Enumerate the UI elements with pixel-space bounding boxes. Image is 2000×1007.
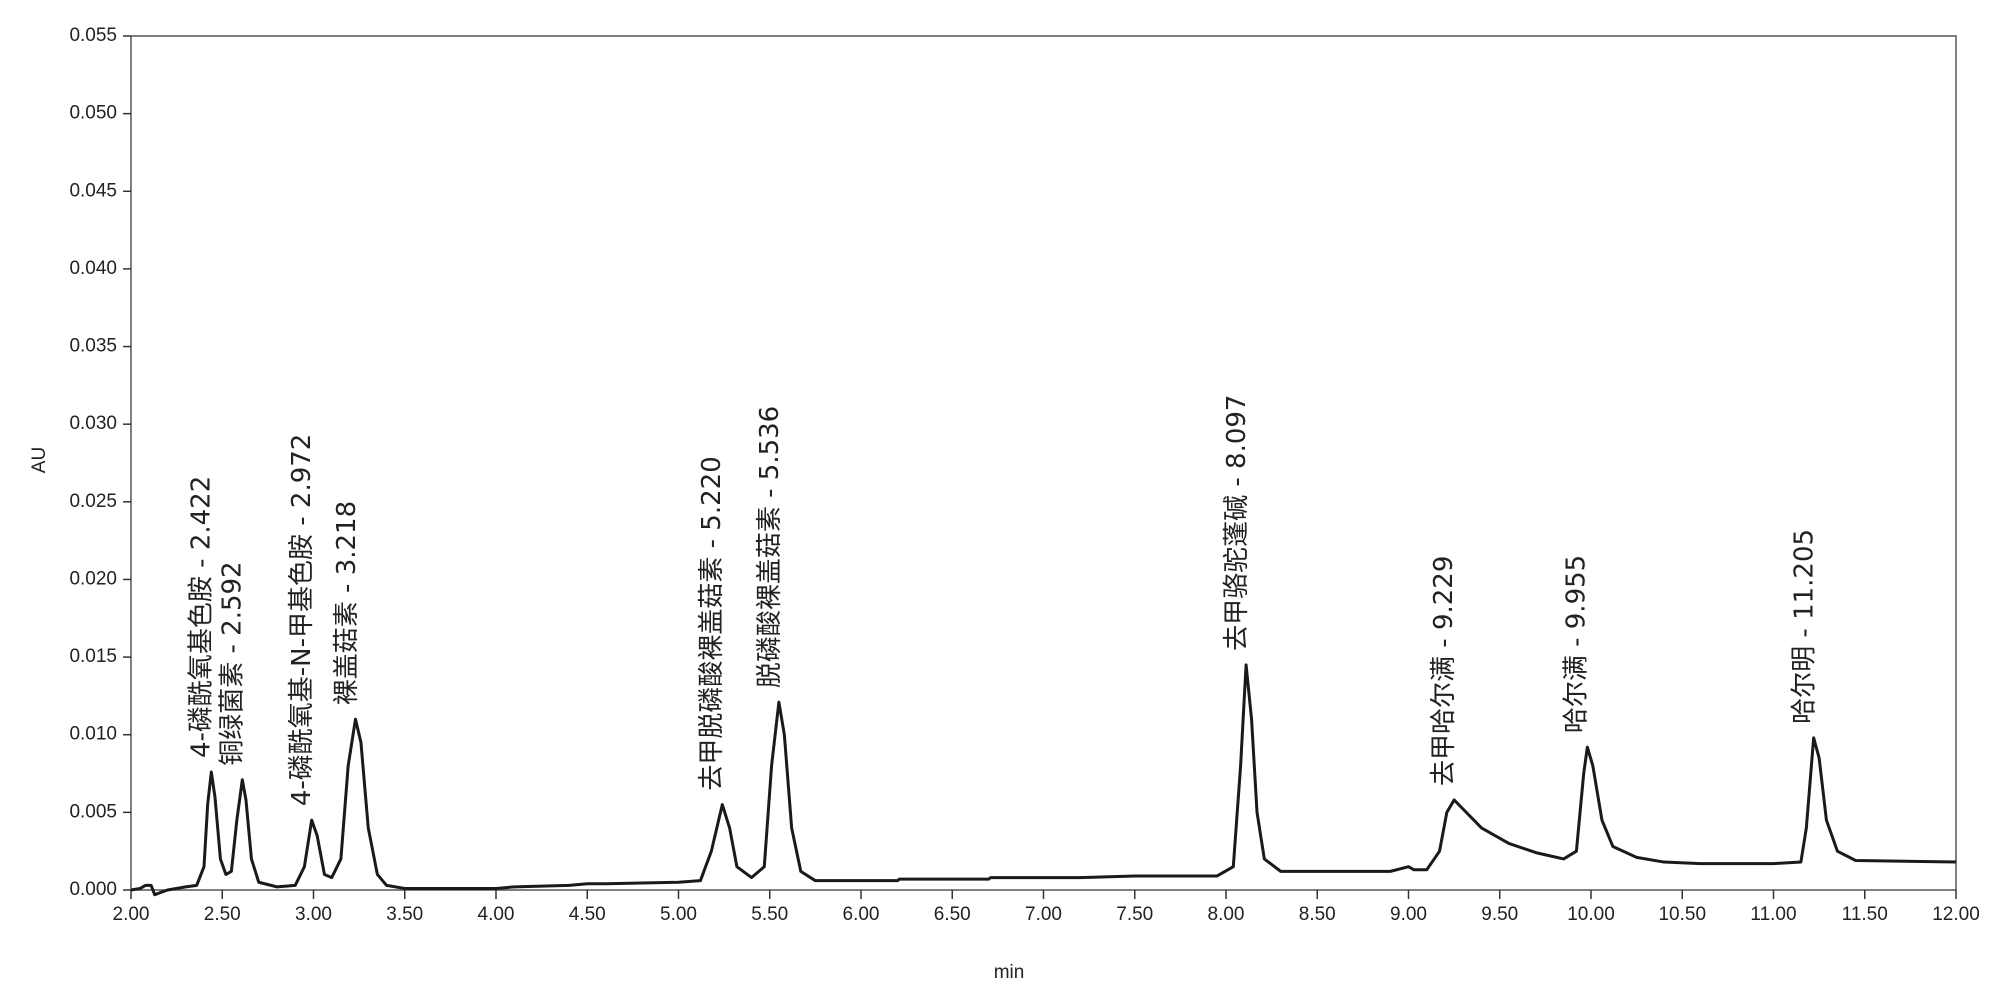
peak-label: 4-磷酰氧基色胺 - 2.422: [187, 476, 217, 758]
x-tick-label: 5.00: [660, 904, 697, 925]
trace: [130, 663, 1957, 897]
peak-label: 哈尔明 - 11.205: [1789, 529, 1819, 724]
y-tick-label: 0.045: [69, 180, 117, 201]
y-tick-label: 0.025: [69, 491, 117, 512]
y-tick-label: 0.000: [69, 879, 117, 900]
peak-label: 去甲脱磷酸裸盖菇素 - 5.220: [697, 456, 727, 790]
peak-label: 4-磷酰氧基-N-甲基色胺 - 2.972: [287, 434, 317, 806]
x-tick-label: 11.00: [1750, 904, 1796, 925]
x-tick-label: 7.00: [1025, 904, 1062, 925]
x-tick-label: 6.50: [934, 904, 971, 925]
peak-label: 去甲哈尔满 - 9.229: [1429, 556, 1459, 786]
y-tick-label: 0.030: [69, 413, 117, 434]
x-tick-label: 6.00: [843, 904, 880, 925]
x-tick-label: 10.50: [1658, 904, 1706, 925]
y-tick-label: 0.015: [69, 646, 117, 667]
y-tick-label: 0.020: [69, 568, 117, 589]
x-tick-label: 3.50: [386, 904, 423, 925]
x-tick-label: 11.50: [1842, 904, 1888, 925]
x-axis-label: min: [994, 962, 1025, 983]
peak-label: 脱磷酸裸盖菇素 - 5.536: [755, 406, 785, 688]
x-tick-label: 12.00: [1932, 904, 1980, 925]
x-tick-label: 2.00: [113, 904, 150, 925]
peak-label: 哈尔满 - 9.955: [1561, 555, 1591, 733]
peak-label: 铜绿菌素 - 2.592: [218, 561, 248, 765]
peak-label: 裸盖菇素 - 3.218: [332, 501, 362, 705]
x-tick-label: 4.00: [478, 904, 515, 925]
x-tick-label: 7.50: [1116, 904, 1153, 925]
x-tick-label: 8.00: [1208, 904, 1245, 925]
y-tick-label: 0.005: [69, 801, 117, 822]
x-tick-label: 9.00: [1390, 904, 1427, 925]
x-tick-label: 5.50: [751, 904, 788, 925]
y-tick-label: 0.040: [69, 258, 117, 279]
y-tick-label: 0.050: [69, 103, 117, 124]
x-tick-label: 10.00: [1567, 904, 1615, 925]
y-axis-label: AU: [29, 447, 50, 473]
x-tick-label: 9.50: [1481, 904, 1518, 925]
peak-label: 去甲骆驼蓬碱 - 8.097: [1222, 394, 1252, 650]
plot-frame: [130, 35, 1957, 891]
y-tick-label: 0.035: [69, 336, 117, 357]
x-tick-label: 2.50: [204, 904, 241, 925]
y-tick-label: 0.010: [69, 724, 117, 745]
x-tick-label: 3.00: [295, 904, 332, 925]
x-tick-label: 4.50: [569, 904, 606, 925]
y-tick-label: 0.055: [69, 25, 117, 46]
x-tick-label: 8.50: [1299, 904, 1336, 925]
